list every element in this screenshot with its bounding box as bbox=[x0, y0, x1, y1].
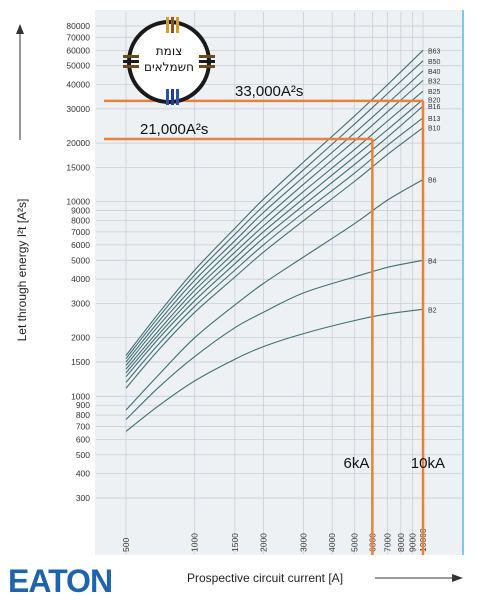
x-tick-label: 3000 bbox=[299, 533, 309, 552]
annotation-energy-label-0: 21,000A²s bbox=[140, 121, 208, 138]
curve-b4 bbox=[125, 259, 424, 420]
curve-label-b20: B20 bbox=[428, 98, 441, 105]
annotation-energy-label-1: 33,000A²s bbox=[235, 83, 303, 100]
y-tick-label: 500 bbox=[76, 450, 90, 460]
logo-left-resistor-icon bbox=[123, 55, 139, 68]
y-axis-title: Let through energy I²t [A²s] bbox=[15, 199, 29, 342]
y-tick-label: 600 bbox=[76, 434, 90, 444]
y-tick-label: 8000 bbox=[71, 216, 90, 226]
y-tick-label: 60000 bbox=[66, 45, 90, 55]
x-tick-label: 7000 bbox=[383, 533, 393, 552]
logo-line2: חשמלאים bbox=[144, 60, 194, 74]
y-tick-label: 9000 bbox=[71, 206, 90, 216]
curve-b40 bbox=[125, 70, 424, 363]
curve-label-b25: B25 bbox=[428, 89, 441, 96]
curve-b25 bbox=[125, 90, 424, 370]
logo-bottom-resistor-icon bbox=[166, 89, 179, 105]
curves bbox=[125, 49, 424, 432]
curve-label-b6: B6 bbox=[428, 178, 437, 185]
x-tick-label: 2000 bbox=[258, 533, 268, 552]
y-tick-label: 1500 bbox=[71, 357, 90, 367]
x-tick-label: 4000 bbox=[327, 533, 337, 552]
y-tick-label: 2000 bbox=[71, 333, 90, 343]
y-tick-label: 80000 bbox=[66, 21, 90, 31]
tsomet-logo: צומת חשמלאים bbox=[123, 17, 215, 105]
curve-b10 bbox=[125, 127, 424, 389]
curve-label-b50: B50 bbox=[428, 59, 441, 66]
logo-top-resistor-icon bbox=[166, 17, 179, 33]
curve-label-b2: B2 bbox=[428, 307, 437, 314]
y-tick-label: 50000 bbox=[66, 61, 90, 71]
logo-line1: צומת bbox=[156, 44, 182, 58]
x-tick-label: 9000 bbox=[408, 533, 418, 552]
y-tick-label: 1000 bbox=[71, 391, 90, 401]
curve-b32 bbox=[125, 79, 424, 366]
x-tick-label: 500 bbox=[121, 538, 131, 552]
y-tick-label: 400 bbox=[76, 469, 90, 479]
y-tick-label: 700 bbox=[76, 421, 90, 431]
curve-b16 bbox=[125, 105, 424, 378]
y-tick-label: 6000 bbox=[71, 240, 90, 250]
curve-b6 bbox=[125, 179, 424, 411]
x-axis-arrowhead bbox=[452, 574, 463, 582]
curve-b63 bbox=[125, 49, 424, 356]
curve-label-b40: B40 bbox=[428, 69, 441, 76]
y-tick-label: 4000 bbox=[71, 274, 90, 284]
curve-label-b16: B16 bbox=[428, 104, 441, 111]
curve-label-b63: B63 bbox=[428, 48, 441, 55]
curve-b13 bbox=[125, 117, 424, 383]
y-tick-label: 5000 bbox=[71, 255, 90, 265]
y-tick-label: 10000 bbox=[66, 197, 90, 207]
y-tick-label: 800 bbox=[76, 410, 90, 420]
y-tick-label: 7000 bbox=[71, 227, 90, 237]
y-tick-label: 40000 bbox=[66, 80, 90, 90]
curve-label-b13: B13 bbox=[428, 116, 441, 123]
curve-b2 bbox=[125, 308, 424, 432]
y-tick-label: 3000 bbox=[71, 298, 90, 308]
x-tick-label: 1000 bbox=[190, 533, 200, 552]
curve-label-b32: B32 bbox=[428, 78, 441, 85]
y-axis-arrowhead bbox=[16, 24, 24, 34]
logo-right-resistor-icon bbox=[199, 55, 215, 68]
curve-b50 bbox=[125, 60, 424, 360]
x-tick-label: 5000 bbox=[349, 533, 359, 552]
y-tick-label: 20000 bbox=[66, 138, 90, 148]
annotation-current-label-0: 6kA bbox=[343, 455, 369, 472]
curve-label-b10: B10 bbox=[428, 126, 441, 133]
y-tick-label: 15000 bbox=[66, 162, 90, 172]
y-tick-label: 300 bbox=[76, 493, 90, 503]
y-tick-label: 70000 bbox=[66, 32, 90, 42]
curve-label-b4: B4 bbox=[428, 258, 437, 265]
x-tick-label: 1500 bbox=[230, 533, 240, 552]
eaton-brand: EATON bbox=[8, 563, 112, 599]
y-tick-label: 900 bbox=[76, 400, 90, 410]
x-axis-title: Prospective circuit current [A] bbox=[187, 571, 343, 585]
y-tick-label: 30000 bbox=[66, 104, 90, 114]
x-tick-label: 8000 bbox=[396, 533, 406, 552]
annotation-current-label-1: 10kA bbox=[411, 455, 445, 472]
curve-b20 bbox=[125, 99, 424, 374]
